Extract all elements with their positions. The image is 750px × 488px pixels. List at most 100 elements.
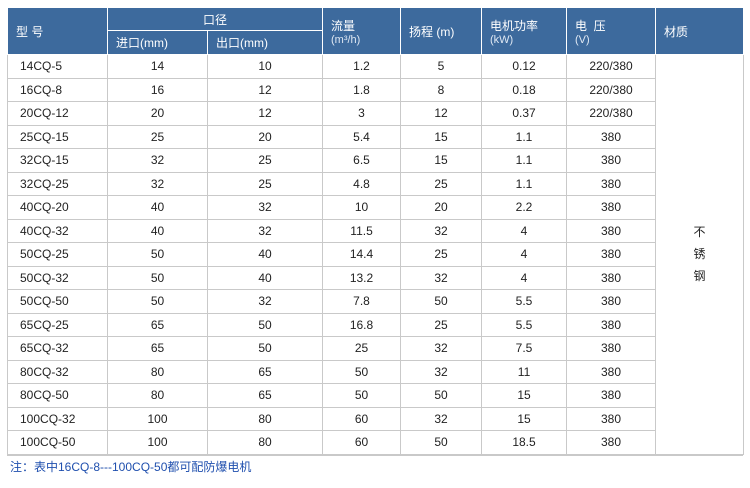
cell-power: 11 <box>481 359 568 384</box>
cell-flow: 1.8 <box>322 77 402 102</box>
cell-outlet: 32 <box>206 195 324 220</box>
cell-outlet: 40 <box>206 265 324 290</box>
table-row: 50CQ-50 50 32 7.8 50 5.5 380 <box>7 289 744 314</box>
cell-flow: 1.2 <box>322 54 402 79</box>
cell-voltage: 380 <box>566 171 657 196</box>
cell-head: 20 <box>400 195 483 220</box>
cell-voltage: 380 <box>566 289 657 314</box>
cell-head: 32 <box>400 406 483 431</box>
cell-inlet: 40 <box>107 195 208 220</box>
cell-flow: 10 <box>322 195 402 220</box>
cell-head: 12 <box>400 101 483 126</box>
table-row: 20CQ-12 20 12 3 12 0.37 220/380 <box>7 101 744 126</box>
header-power: 电机功率 (kW) <box>481 7 568 55</box>
cell-outlet: 80 <box>206 430 324 455</box>
cell-inlet: 50 <box>107 242 208 267</box>
cell-power: 18.5 <box>481 430 568 455</box>
cell-voltage: 380 <box>566 336 657 361</box>
cell-outlet: 25 <box>206 148 324 173</box>
cell-power: 15 <box>481 406 568 431</box>
cell-model: 20CQ-12 <box>7 101 108 126</box>
table-row: 25CQ-15 25 20 5.4 15 1.1 380 <box>7 124 744 149</box>
cell-flow: 7.8 <box>322 289 402 314</box>
cell-model: 80CQ-32 <box>7 359 108 384</box>
cell-head: 32 <box>400 265 483 290</box>
cell-model: 65CQ-32 <box>7 336 108 361</box>
cell-outlet: 25 <box>206 171 324 196</box>
cell-outlet: 40 <box>206 242 324 267</box>
cell-power: 0.12 <box>481 54 568 79</box>
cell-model: 100CQ-32 <box>7 406 108 431</box>
cell-head: 5 <box>400 54 483 79</box>
cell-flow: 4.8 <box>322 171 402 196</box>
cell-outlet: 80 <box>206 406 324 431</box>
table-row: 80CQ-50 80 65 50 50 15 380 <box>7 383 744 408</box>
cell-inlet: 65 <box>107 336 208 361</box>
cell-power: 4 <box>481 242 568 267</box>
cell-inlet: 80 <box>107 383 208 408</box>
header-flow-unit: (m³/h) <box>331 33 361 46</box>
cell-voltage: 380 <box>566 218 657 243</box>
cell-voltage: 220/380 <box>566 77 657 102</box>
cell-power: 15 <box>481 383 568 408</box>
table-row: 40CQ-20 40 32 10 20 2.2 380 <box>7 195 744 220</box>
cell-voltage: 380 <box>566 430 657 455</box>
cell-model: 25CQ-15 <box>7 124 108 149</box>
material-char: 钢 <box>693 269 706 284</box>
header-flow: 流量 (m³/h) <box>322 7 402 55</box>
cell-outlet: 65 <box>206 359 324 384</box>
cell-power: 5.5 <box>481 312 568 337</box>
cell-voltage: 380 <box>566 148 657 173</box>
cell-voltage: 380 <box>566 195 657 220</box>
cell-outlet: 12 <box>206 77 324 102</box>
table-row: 100CQ-50 100 80 60 50 18.5 380 <box>7 430 744 455</box>
cell-model: 100CQ-50 <box>7 430 108 455</box>
header-voltage-unit: (V) <box>575 33 590 46</box>
cell-outlet: 50 <box>206 336 324 361</box>
cell-flow: 60 <box>322 406 402 431</box>
table-row: 14CQ-5 14 10 1.2 5 0.12 220/380 不锈钢 <box>7 54 745 455</box>
cell-outlet: 65 <box>206 383 324 408</box>
cell-power: 1.1 <box>481 148 568 173</box>
cell-head: 50 <box>400 430 483 455</box>
header-outlet: 出口(mm) <box>206 30 324 55</box>
cell-power: 1.1 <box>481 171 568 196</box>
table-row: 100CQ-32 100 80 60 32 15 380 <box>7 406 744 431</box>
cell-model: 16CQ-8 <box>7 77 108 102</box>
cell-head: 32 <box>400 336 483 361</box>
table-row: 32CQ-15 32 25 6.5 15 1.1 380 <box>7 148 744 173</box>
table-row: 40CQ-32 40 32 11.5 32 4 380 <box>7 218 744 243</box>
table-row: 65CQ-32 65 50 25 32 7.5 380 <box>7 336 744 361</box>
header-flow-label: 流量 <box>331 18 356 33</box>
spec-table-container: 型 号 口径 流量 (m³/h) 扬程 (m) 电机功率 (kW) 电 压 (V… <box>7 7 745 478</box>
cell-voltage: 380 <box>566 242 657 267</box>
header-voltage: 电 压 (V) <box>566 7 657 55</box>
cell-head: 15 <box>400 124 483 149</box>
cell-inlet: 50 <box>107 265 208 290</box>
cell-inlet: 50 <box>107 289 208 314</box>
table-row: 50CQ-25 50 40 14.4 25 4 380 <box>7 242 744 267</box>
cell-flow: 14.4 <box>322 242 402 267</box>
cell-outlet: 50 <box>206 312 324 337</box>
cell-flow: 16.8 <box>322 312 402 337</box>
cell-inlet: 14 <box>107 54 208 79</box>
cell-inlet: 40 <box>107 218 208 243</box>
pump-spec-table: 型 号 口径 流量 (m³/h) 扬程 (m) 电机功率 (kW) 电 压 (V… <box>7 7 745 455</box>
cell-voltage: 380 <box>566 124 657 149</box>
cell-inlet: 25 <box>107 124 208 149</box>
cell-flow: 50 <box>322 359 402 384</box>
cell-inlet: 32 <box>107 171 208 196</box>
cell-inlet: 100 <box>107 430 208 455</box>
cell-voltage: 380 <box>566 359 657 384</box>
cell-voltage: 380 <box>566 383 657 408</box>
cell-head: 8 <box>400 77 483 102</box>
table-row: 80CQ-32 80 65 50 32 11 380 <box>7 359 744 384</box>
cell-voltage: 380 <box>566 406 657 431</box>
cell-outlet: 20 <box>206 124 324 149</box>
cell-model: 65CQ-25 <box>7 312 108 337</box>
cell-model: 50CQ-32 <box>7 265 108 290</box>
table-body: 14CQ-5 14 10 1.2 5 0.12 220/380 不锈钢 16CQ-8 16 12 1.… <box>7 54 745 455</box>
cell-outlet: 12 <box>206 101 324 126</box>
cell-model: 80CQ-50 <box>7 383 108 408</box>
cell-power: 2.2 <box>481 195 568 220</box>
